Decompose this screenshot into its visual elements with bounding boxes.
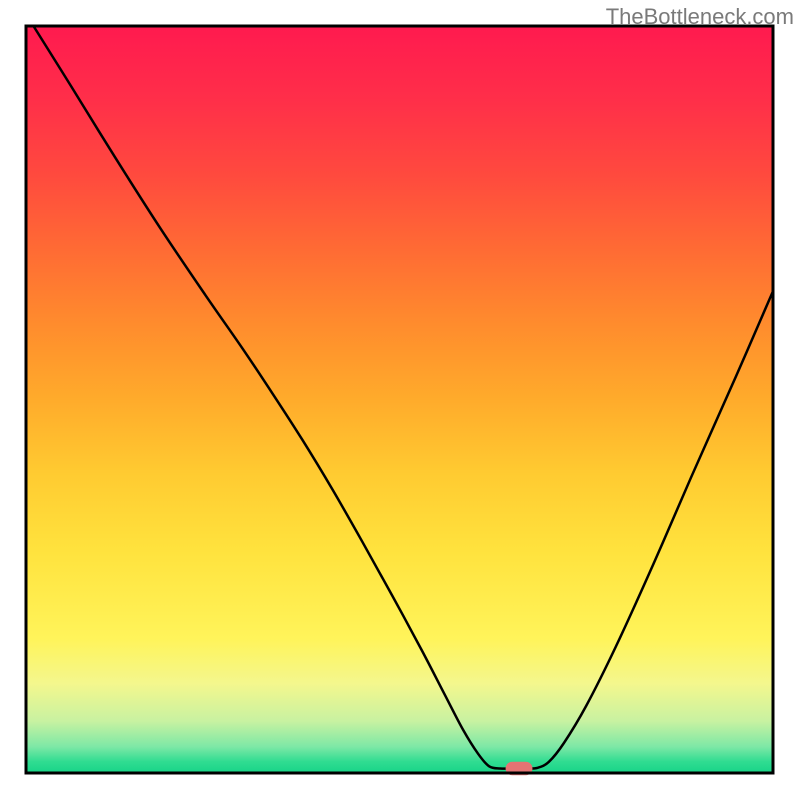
bottleneck-chart: TheBottleneck.com [0,0,800,800]
plot-background [26,26,773,773]
chart-svg [0,0,800,800]
watermark-label: TheBottleneck.com [606,4,794,30]
